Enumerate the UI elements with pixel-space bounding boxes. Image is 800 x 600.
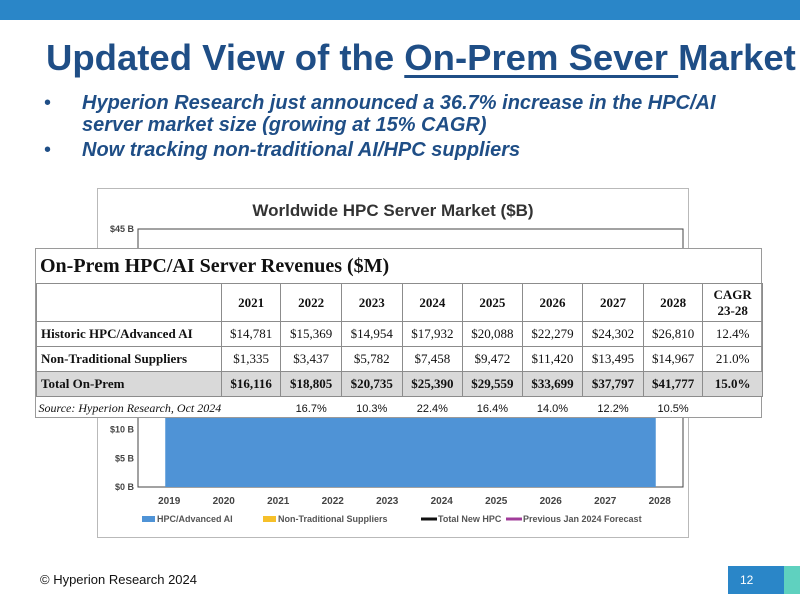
page-number-text: 12 <box>740 573 754 587</box>
bullet-item: • Now tracking non-traditional AI/HPC su… <box>44 139 764 161</box>
x-tick-label: 2025 <box>485 496 508 507</box>
title-part-1: Updated View of the <box>46 37 405 78</box>
growth-row: Source: Hyperion Research, Oct 2024 16.7… <box>37 397 763 421</box>
footer-accent-bar <box>784 566 800 594</box>
x-tick-label: 2019 <box>158 496 181 507</box>
growth-cell: 22.4% <box>416 402 448 415</box>
legend-label: Non-Traditional Suppliers <box>278 514 388 524</box>
revenue-table-caption: On-Prem HPC/AI Server Revenues ($M) <box>40 255 390 277</box>
y-tick-label: $45 B <box>110 224 135 234</box>
bullet-dot-icon: • <box>44 92 52 114</box>
table-cell: $37,797 <box>582 371 644 397</box>
y-tick-label: $0 B <box>115 482 135 492</box>
table-total-row: Total On-Prem $16,116 $18,805 $20,735 $2… <box>36 371 763 397</box>
table-cell: $25,390 <box>401 371 464 397</box>
bullet-text: Hyperion Research just announced a 36.7%… <box>82 92 716 136</box>
table-cell: 15.0% <box>702 371 763 397</box>
header-accent-bar <box>0 0 800 20</box>
header-cell: 2028 <box>642 283 704 322</box>
growth-cell: 12.2% <box>597 402 629 415</box>
table-cell: 21.0% <box>702 346 763 372</box>
table-cell: $11,420 <box>521 346 584 372</box>
bullet-dot-icon: • <box>44 139 52 161</box>
row-label: Non-Traditional Suppliers <box>36 346 222 372</box>
growth-cell: 14.0% <box>536 402 569 415</box>
revenue-table-panel: On-Prem HPC/AI Server Revenues ($M) 2021… <box>35 248 763 421</box>
title-part-2: Market <box>678 37 796 78</box>
table-cell: $24,302 <box>582 321 644 347</box>
growth-cell: 16.4% <box>476 402 508 415</box>
table-cell: $9,472 <box>462 346 523 372</box>
x-tick-label: 2023 <box>376 496 399 507</box>
table-cell: 12.4% <box>702 321 763 347</box>
copyright-footer: © Hyperion Research 2024 <box>40 572 197 587</box>
legend-label: Total New HPC <box>438 514 502 524</box>
table-cell: $33,699 <box>521 371 584 397</box>
table-row: Historic HPC/Advanced AI $14,781 $15,369… <box>36 321 763 347</box>
table-cell: $20,735 <box>340 371 403 397</box>
x-tick-label: 2021 <box>267 496 290 507</box>
x-tick-label: 2026 <box>540 496 563 507</box>
header-cell: 2026 <box>521 283 584 322</box>
page-number: 12 <box>728 566 784 594</box>
table-cell: $20,088 <box>462 321 523 347</box>
chart-title: Worldwide HPC Server Market ($B) <box>252 201 534 220</box>
y-tick-label: $5 B <box>115 453 135 463</box>
table-cell: $3,437 <box>280 346 342 372</box>
title-underlined-part: On-Prem Sever <box>404 37 679 78</box>
table-cell: $5,782 <box>340 346 403 372</box>
row-label: Historic HPC/Advanced AI <box>36 321 222 347</box>
table-cell: $18,805 <box>280 371 342 397</box>
bullet-list: • Hyperion Research just announced a 36.… <box>44 92 764 164</box>
table-cell: $29,559 <box>462 371 523 397</box>
hpc-advanced-ai-area <box>165 414 656 487</box>
table-cell: $14,967 <box>642 346 704 372</box>
table-cell: $22,279 <box>521 321 584 347</box>
table-cell: $14,781 <box>220 321 282 347</box>
legend-swatch <box>263 516 276 522</box>
table-cell: $1,335 <box>220 346 282 372</box>
growth-cell: 10.3% <box>356 402 388 415</box>
header-cell: 2021 <box>220 283 282 322</box>
table-cell: $17,932 <box>401 321 464 347</box>
revenue-table: 2021 2022 2023 2024 2025 2026 2027 2028 … <box>36 283 763 421</box>
table-cell: $14,954 <box>340 321 403 347</box>
bullet-text: Now tracking non-traditional AI/HPC supp… <box>82 139 521 161</box>
table-cell: $15,369 <box>280 321 342 347</box>
legend-label: Previous Jan 2024 Forecast <box>523 514 642 524</box>
legend-label: HPC/Advanced AI <box>157 514 233 524</box>
table-row: Non-Traditional Suppliers $1,335 $3,437 … <box>36 346 763 372</box>
table-cell: $26,810 <box>642 321 704 347</box>
source-note: Source: Hyperion Research, Oct 2024 <box>38 401 222 416</box>
header-cell: 2023 <box>340 283 403 322</box>
x-tick-label: 2022 <box>322 496 345 507</box>
x-tick-label: 2024 <box>431 496 454 507</box>
legend-swatch <box>142 516 155 522</box>
header-cell <box>36 283 222 322</box>
x-tick-label: 2027 <box>594 496 617 507</box>
header-cell: 2024 <box>401 283 464 322</box>
header-cell: 2022 <box>280 283 342 322</box>
table-cell: $16,116 <box>220 371 282 397</box>
header-cell-cagr: CAGR 23-28 <box>702 283 763 322</box>
table-cell: $41,777 <box>642 371 704 397</box>
table-cell: $7,458 <box>401 346 464 372</box>
table-cell: $13,495 <box>582 346 644 372</box>
x-tick-label: 2020 <box>213 496 236 507</box>
header-cell: 2027 <box>582 283 644 322</box>
row-label: Total On-Prem <box>36 371 222 397</box>
header-cell: 2025 <box>462 283 523 322</box>
growth-cell <box>703 397 763 421</box>
growth-cell: 16.7% <box>295 402 327 415</box>
slide-title: Updated View of the On-Prem Sever Market <box>46 36 796 80</box>
bullet-item: • Hyperion Research just announced a 36.… <box>44 92 764 136</box>
y-tick-label: $10 B <box>110 425 135 435</box>
x-tick-label: 2028 <box>649 496 672 507</box>
table-header-row: 2021 2022 2023 2024 2025 2026 2027 2028 … <box>36 283 763 322</box>
growth-cell: 10.5% <box>657 402 689 415</box>
